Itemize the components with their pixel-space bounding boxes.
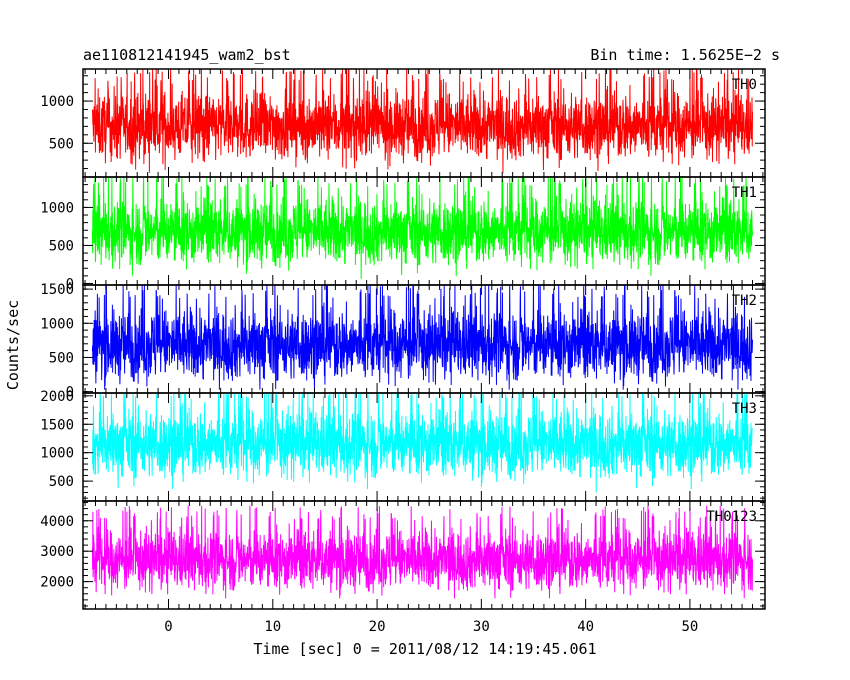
panel-th0123: 2000 3000 4000 TH0123 bbox=[40, 500, 766, 610]
y-tick-label: 4000 bbox=[40, 514, 74, 530]
panel-label: TH2 bbox=[732, 293, 757, 309]
panel-th2: 0 500 1000 1500 TH2 bbox=[40, 282, 766, 401]
panel-th3: 500 1000 1500 2000 TH3 bbox=[40, 389, 766, 502]
y-tick-label: 500 bbox=[49, 238, 74, 254]
y-tick-label: 1000 bbox=[40, 200, 74, 216]
y-tick-label: 1000 bbox=[40, 316, 74, 332]
y-tick-label: 500 bbox=[49, 474, 74, 490]
y-tick-label: 0 bbox=[66, 276, 74, 292]
y-tick-label: 2000 bbox=[40, 389, 74, 405]
series-line-th2 bbox=[91, 285, 753, 390]
y-tick-label: 500 bbox=[49, 350, 74, 366]
panel-label: TH1 bbox=[732, 185, 757, 201]
y-tick-label: 2000 bbox=[40, 575, 74, 591]
x-tick-label: 40 bbox=[577, 619, 594, 635]
y-tick-label: 1000 bbox=[40, 94, 74, 110]
panel-frame bbox=[82, 500, 766, 610]
series-line-th3 bbox=[91, 393, 753, 493]
y-axis-label: Counts/sec bbox=[4, 300, 22, 390]
series-line-th0 bbox=[91, 69, 753, 173]
x-tick-label: 30 bbox=[473, 619, 490, 635]
y-tick-label: 3000 bbox=[40, 544, 74, 560]
x-tick-label: 20 bbox=[369, 619, 386, 635]
series-line-th0123 bbox=[91, 505, 753, 599]
chart-title-left: ae110812141945_wam2_bst bbox=[83, 46, 291, 64]
y-tick-label: 1500 bbox=[40, 282, 74, 298]
panel-label: TH3 bbox=[732, 401, 757, 417]
chart-title-right: Bin time: 1.5625E−2 s bbox=[590, 46, 780, 64]
x-tick-label: 50 bbox=[681, 619, 698, 635]
panel-th1: 0 500 1000 TH1 bbox=[40, 176, 766, 292]
series-line-th1 bbox=[91, 177, 753, 279]
panel-th0: 500 1000 TH0 bbox=[40, 68, 766, 178]
panels-group: 5001000TH005001000TH1050010001500TH25001… bbox=[40, 68, 766, 635]
panel-label: TH0123 bbox=[706, 509, 757, 525]
y-tick-label: 1500 bbox=[40, 417, 74, 433]
x-tick-label: 0 bbox=[164, 619, 172, 635]
x-axis-label: Time [sec] 0 = 2011/08/12 14:19:45.061 bbox=[253, 640, 596, 658]
x-tick-label: 10 bbox=[264, 619, 281, 635]
y-tick-label: 1000 bbox=[40, 446, 74, 462]
y-tick-label: 0 bbox=[66, 385, 74, 401]
panel-label: TH0 bbox=[732, 77, 757, 93]
y-tick-label: 500 bbox=[49, 136, 74, 152]
